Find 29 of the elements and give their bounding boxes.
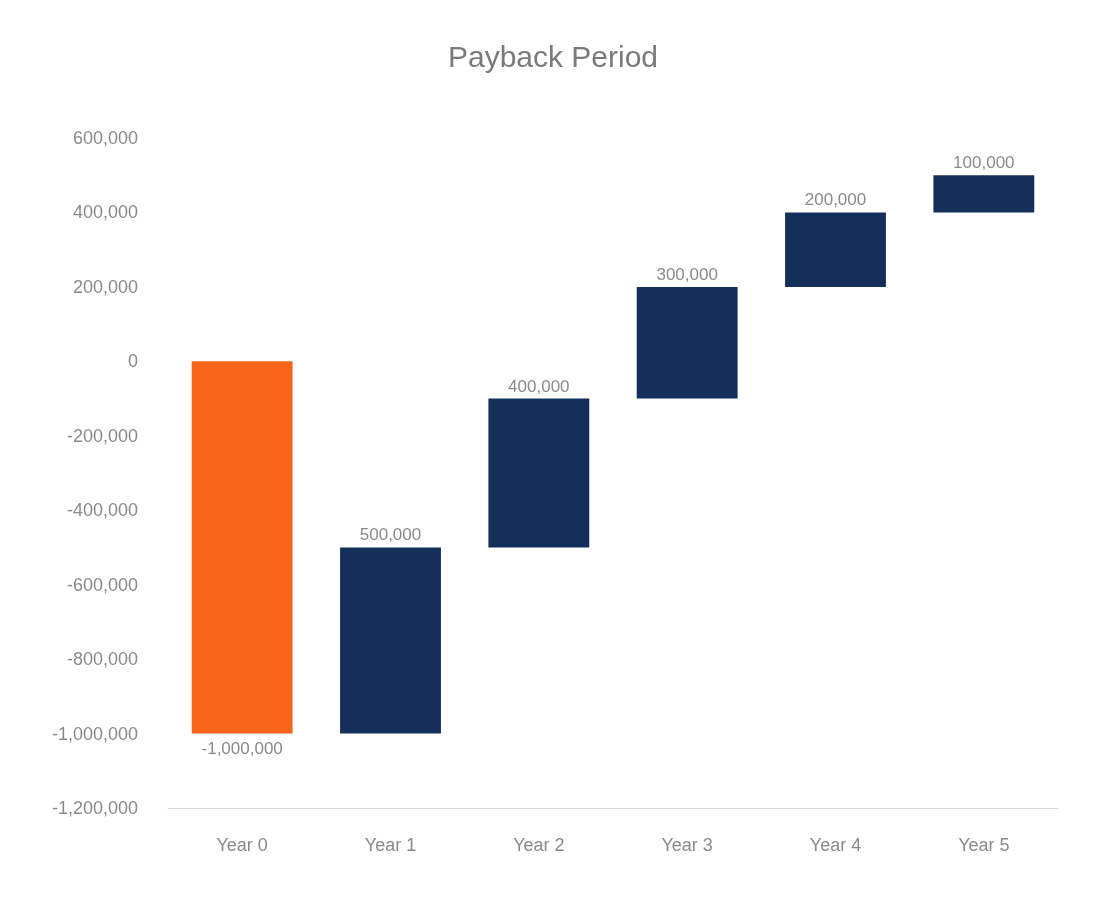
x-tick-label: Year 0	[216, 835, 268, 855]
bar	[488, 398, 590, 548]
y-tick-label: 200,000	[72, 276, 138, 297]
y-tick-label: -600,000	[66, 574, 138, 595]
chart-title: Payback Period	[447, 39, 659, 73]
data-label: 100,000	[953, 153, 1015, 173]
bar	[340, 547, 441, 734]
y-tick-label: -1,200,000	[51, 798, 138, 818]
y-tick-label: -200,000	[66, 425, 138, 446]
y-tick-label: -1,000,000	[51, 723, 138, 744]
y-tick-label: 400,000	[72, 202, 138, 223]
data-label: 200,000	[804, 190, 867, 210]
y-tick-label: 0	[127, 351, 138, 372]
data-label: 400,000	[508, 376, 570, 396]
data-label: 500,000	[359, 525, 422, 545]
x-tick-label: Year 5	[958, 835, 1010, 855]
bar	[933, 175, 1035, 213]
bar	[785, 212, 886, 287]
data-label: -1,000,000	[201, 738, 283, 758]
y-tick-label: -800,000	[66, 649, 138, 670]
x-tick-label: Year 4	[809, 835, 862, 855]
bar	[636, 286, 738, 399]
y-tick-label: 600,000	[72, 128, 138, 148]
bar	[191, 361, 293, 734]
x-tick-label: Year 1	[364, 835, 417, 855]
data-label: 300,000	[656, 264, 718, 284]
y-tick-label: -400,000	[66, 500, 138, 521]
x-tick-label: Year 2	[513, 835, 565, 855]
x-tick-label: Year 3	[661, 835, 713, 855]
